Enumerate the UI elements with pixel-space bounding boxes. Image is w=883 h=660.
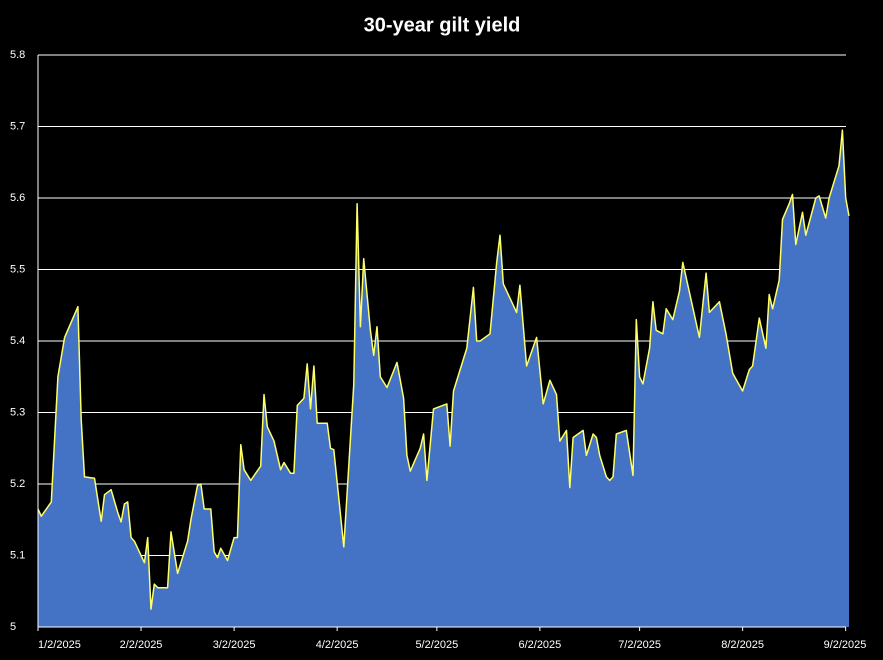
y-tick-label: 5.2 <box>10 478 25 490</box>
x-tick-label: 1/2/2025 <box>38 639 81 651</box>
x-tick-label: 6/2/2025 <box>518 639 561 651</box>
x-tick-label: 3/2/2025 <box>213 639 256 651</box>
line <box>37 129 850 610</box>
y-tick-label: 5 <box>10 621 16 633</box>
area <box>38 130 849 627</box>
y-tick-label: 5.4 <box>10 335 25 347</box>
x-tick-label: 8/2/2025 <box>721 639 764 651</box>
y-tick-label: 5.3 <box>10 406 25 418</box>
x-tick-label: 2/2/2025 <box>120 639 163 651</box>
x-tick-label: 4/2/2025 <box>316 639 359 651</box>
y-tick-label: 5.8 <box>10 49 25 61</box>
y-tick-label: 5.6 <box>10 192 25 204</box>
y-tick-label: 5.7 <box>10 120 25 132</box>
x-tick-label: 5/2/2025 <box>415 639 458 651</box>
x-tick-label: 7/2/2025 <box>618 639 661 651</box>
x-tick-label: 9/2/2025 <box>824 639 867 651</box>
chart-title: 30-year gilt yield <box>364 14 521 36</box>
y-tick-label: 5.5 <box>10 263 25 275</box>
y-tick-label: 5.1 <box>10 549 25 561</box>
